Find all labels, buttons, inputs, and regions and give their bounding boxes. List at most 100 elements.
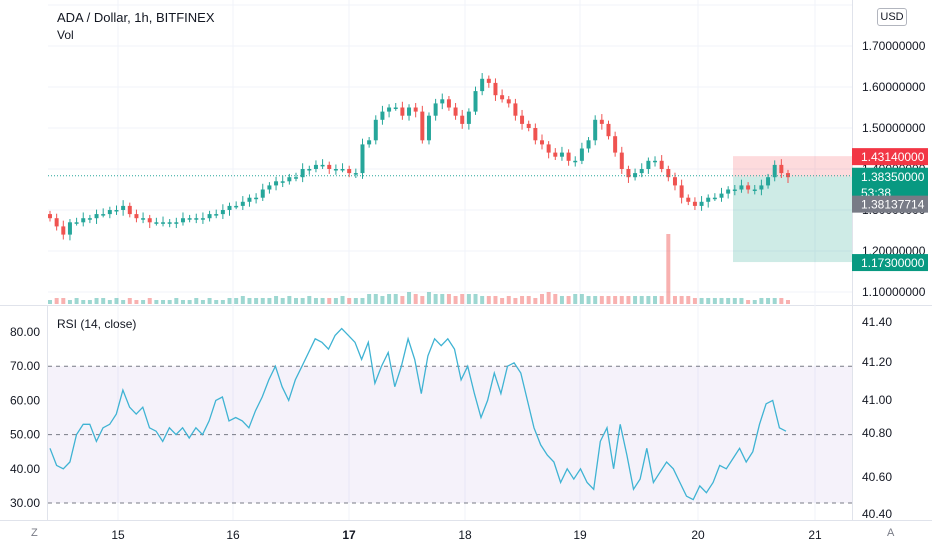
volume-bar xyxy=(48,300,52,304)
candle-body xyxy=(313,164,318,169)
candle-body xyxy=(613,136,618,153)
volume-bar xyxy=(500,298,505,304)
rsi-right-tick-label: 40.80 xyxy=(862,426,892,440)
volume-bar xyxy=(294,298,298,304)
volume-label[interactable]: Vol xyxy=(57,28,74,42)
candle-body xyxy=(719,193,724,198)
currency-button[interactable]: USD xyxy=(877,8,907,26)
volume-bar xyxy=(752,300,757,304)
candle-body xyxy=(187,218,192,220)
candle-body xyxy=(506,99,511,104)
volume-bar xyxy=(353,298,358,304)
volume-bar xyxy=(719,298,724,304)
volume-bar xyxy=(387,294,392,304)
candle-body xyxy=(380,111,385,120)
candle-body xyxy=(87,218,92,220)
volume-bar xyxy=(559,296,564,304)
candle-body xyxy=(294,177,298,179)
candle-body xyxy=(94,214,99,219)
candle-body xyxy=(453,107,458,116)
candle-body xyxy=(127,205,132,215)
symbol-title[interactable]: ADA / Dollar, 1h, BITFINEX xyxy=(57,10,215,25)
candle-body xyxy=(786,173,790,178)
candle-body xyxy=(254,197,259,200)
candle-body xyxy=(633,173,638,178)
candle-body xyxy=(626,169,631,178)
candle-body xyxy=(240,201,245,206)
volume-bar xyxy=(400,296,405,304)
volume-bar xyxy=(54,298,59,304)
volume-bar xyxy=(307,296,312,304)
candle-body xyxy=(154,222,159,224)
candle-body xyxy=(639,169,644,174)
stop-loss-label: 1.43140000 xyxy=(852,148,928,166)
x-tick-label: 21 xyxy=(808,528,822,542)
volume-bar xyxy=(553,294,558,304)
volume-bar xyxy=(61,298,66,304)
rsi-right-tick-label: 41.20 xyxy=(862,355,892,369)
candle-body xyxy=(353,173,358,175)
volume-bar xyxy=(94,298,99,304)
candle-body xyxy=(274,181,279,186)
volume-bar xyxy=(659,296,664,304)
candle-body xyxy=(746,185,751,190)
rsi-title[interactable]: RSI (14, close) xyxy=(57,317,137,331)
candle-body xyxy=(659,160,664,169)
rsi-tick-label: 50.00 xyxy=(10,428,40,442)
volume-bar xyxy=(333,298,338,304)
axes: 1.700000001.600000001.500000001.40000000… xyxy=(10,39,928,542)
volume-bar xyxy=(779,298,784,304)
volume-bar xyxy=(287,296,292,304)
volume-bar xyxy=(506,296,511,304)
volume-bar xyxy=(134,300,139,304)
volume-bar xyxy=(513,298,518,304)
volume-bar xyxy=(340,296,345,304)
volume-bar xyxy=(672,296,677,304)
volume-bar xyxy=(167,300,172,304)
volume-bar xyxy=(626,296,631,304)
candle-body xyxy=(67,222,72,235)
volume-bar xyxy=(692,298,697,304)
volume-bar xyxy=(194,298,199,304)
candle-body xyxy=(520,115,525,124)
volume-bar xyxy=(74,298,79,304)
volume-bar xyxy=(300,298,305,304)
candle-body xyxy=(48,214,52,219)
candle-body xyxy=(141,218,146,220)
auto-scale-button[interactable]: A xyxy=(887,527,895,539)
volume-bar xyxy=(114,298,119,304)
rsi-right-tick-label: 40.60 xyxy=(862,470,892,484)
candle-body xyxy=(766,177,771,186)
candle-body xyxy=(101,214,106,216)
x-tick-label: 18 xyxy=(458,528,472,542)
timezone-z-button[interactable]: Z xyxy=(31,527,38,539)
candle-body xyxy=(307,169,312,171)
volume-bar xyxy=(393,294,398,304)
volume-bar xyxy=(154,300,159,304)
take-profit-label-bg xyxy=(852,254,928,272)
volume-bar xyxy=(772,298,777,304)
volume-bar xyxy=(746,300,751,304)
volume-bar xyxy=(67,300,72,304)
candle-body xyxy=(772,164,777,178)
candle-body xyxy=(267,185,272,190)
candle-body xyxy=(526,123,531,128)
volume-bar xyxy=(712,298,717,304)
candle-body xyxy=(234,205,239,208)
candle-body xyxy=(553,152,558,157)
volume-bar xyxy=(533,298,538,304)
volume-bar xyxy=(260,298,265,304)
candle-body xyxy=(134,214,139,219)
candle-body xyxy=(287,177,292,182)
candle-body xyxy=(573,160,578,163)
candle-body xyxy=(340,169,345,171)
volume-bar xyxy=(327,298,332,304)
candle-body xyxy=(174,222,179,224)
entry-price-label-bg xyxy=(852,195,928,213)
candle-body xyxy=(779,164,784,174)
volume-bar xyxy=(240,296,245,304)
volume-bar xyxy=(234,298,239,304)
volume-bar xyxy=(373,294,378,304)
volume-bar xyxy=(280,298,285,304)
